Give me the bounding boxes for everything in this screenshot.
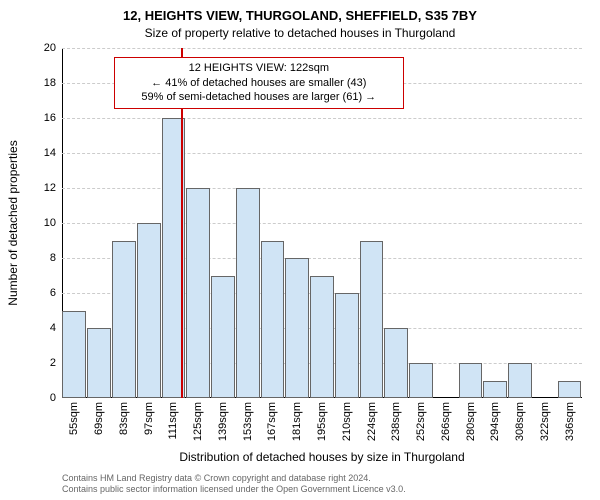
- x-tick-label: 322sqm: [539, 402, 551, 441]
- x-tick-label: 294sqm: [489, 402, 501, 441]
- histogram-bar: [360, 241, 384, 399]
- chart-title: 12, HEIGHTS VIEW, THURGOLAND, SHEFFIELD,…: [0, 8, 600, 25]
- x-tick-label: 224sqm: [366, 402, 378, 441]
- x-tick-label: 336sqm: [564, 402, 576, 441]
- grid-line: [62, 153, 582, 154]
- y-tick-label: 2: [50, 357, 56, 369]
- y-tick-label: 4: [50, 322, 56, 334]
- annotation-line: 12 HEIGHTS VIEW: 122sqm: [121, 61, 397, 76]
- x-tick-label: 97sqm: [143, 402, 155, 435]
- histogram-bar: [483, 381, 507, 399]
- histogram-bar: [508, 363, 532, 398]
- histogram-bar: [211, 276, 235, 399]
- chart-subtitle: Size of property relative to detached ho…: [0, 26, 600, 40]
- y-tick-label: 16: [44, 112, 56, 124]
- histogram-bar: [384, 328, 408, 398]
- attribution-line-1: Contains HM Land Registry data © Crown c…: [62, 473, 582, 485]
- x-tick-label: 210sqm: [341, 402, 353, 441]
- histogram-bar: [261, 241, 285, 399]
- x-tick-label: 125sqm: [192, 402, 204, 441]
- x-tick-label: 153sqm: [242, 402, 254, 441]
- histogram-bar: [137, 223, 161, 398]
- y-tick-label: 0: [50, 392, 56, 404]
- annotation-line: ← 41% of detached houses are smaller (43…: [121, 76, 397, 91]
- grid-line: [62, 118, 582, 119]
- histogram-bar: [186, 188, 210, 398]
- histogram-bar: [236, 188, 260, 398]
- histogram-bar: [285, 258, 309, 398]
- x-tick-label: 308sqm: [514, 402, 526, 441]
- histogram-bar: [409, 363, 433, 398]
- y-axis-label: Number of detached properties: [6, 48, 20, 398]
- attribution-line-2: Contains public sector information licen…: [62, 484, 582, 496]
- annotation-box: 12 HEIGHTS VIEW: 122sqm← 41% of detached…: [114, 57, 404, 110]
- attribution-text: Contains HM Land Registry data © Crown c…: [62, 473, 582, 496]
- y-tick-label: 14: [44, 147, 56, 159]
- histogram-bar: [558, 381, 582, 399]
- x-axis-label: Distribution of detached houses by size …: [62, 450, 582, 464]
- x-tick-label: 266sqm: [440, 402, 452, 441]
- y-tick-label: 18: [44, 77, 56, 89]
- y-tick-label: 20: [44, 42, 56, 54]
- x-tick-label: 139sqm: [217, 402, 229, 441]
- histogram-bar: [335, 293, 359, 398]
- grid-line: [62, 48, 582, 49]
- histogram-bar: [112, 241, 136, 399]
- plot-area: 0246810121416182055sqm69sqm83sqm97sqm111…: [62, 48, 582, 398]
- x-tick-label: 195sqm: [316, 402, 328, 441]
- y-tick-label: 8: [50, 252, 56, 264]
- histogram-bar: [62, 311, 86, 399]
- x-tick-label: 167sqm: [266, 402, 278, 441]
- x-tick-label: 252sqm: [415, 402, 427, 441]
- x-tick-label: 111sqm: [167, 402, 179, 440]
- y-tick-label: 10: [44, 217, 56, 229]
- y-tick-label: 12: [44, 182, 56, 194]
- histogram-bar: [459, 363, 483, 398]
- histogram-bar: [87, 328, 111, 398]
- x-tick-label: 238sqm: [390, 402, 402, 441]
- y-tick-label: 6: [50, 287, 56, 299]
- x-tick-label: 280sqm: [465, 402, 477, 441]
- annotation-line: 59% of semi-detached houses are larger (…: [121, 90, 397, 105]
- histogram-bar: [310, 276, 334, 399]
- x-tick-label: 55sqm: [68, 402, 80, 435]
- x-tick-label: 181sqm: [291, 402, 303, 441]
- histogram-chart: 12, HEIGHTS VIEW, THURGOLAND, SHEFFIELD,…: [0, 8, 600, 40]
- x-tick-label: 69sqm: [93, 402, 105, 435]
- x-tick-label: 83sqm: [118, 402, 130, 435]
- grid-line: [62, 188, 582, 189]
